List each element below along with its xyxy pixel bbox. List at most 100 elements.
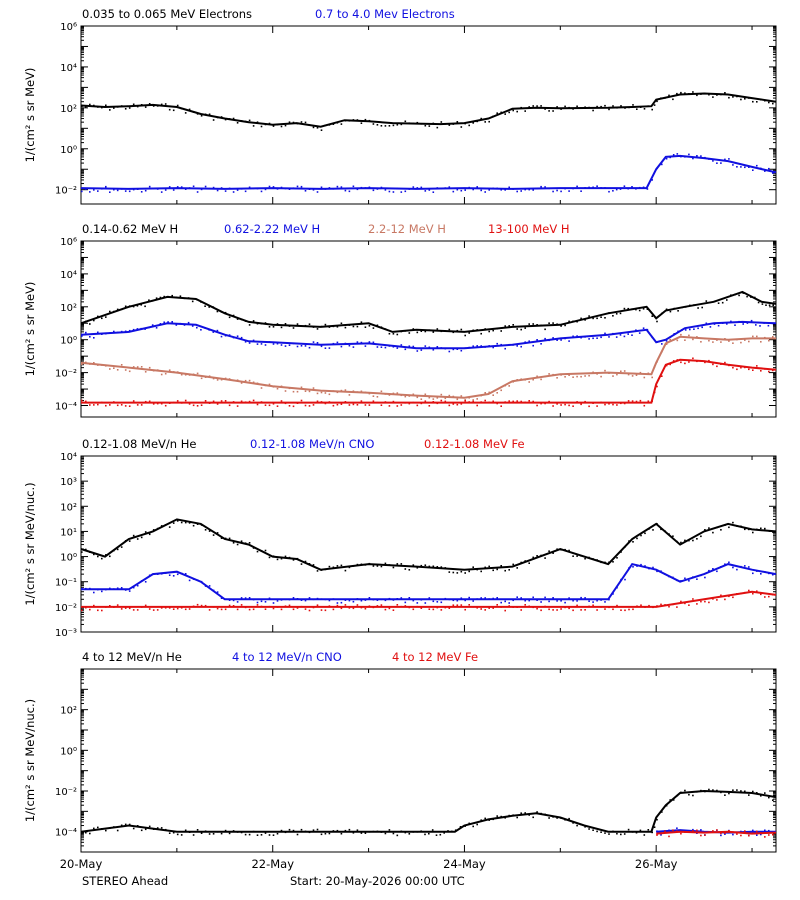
data-point xyxy=(304,121,307,124)
data-point xyxy=(352,185,355,188)
data-point xyxy=(360,321,363,323)
data-point xyxy=(276,188,279,190)
data-point xyxy=(97,826,99,829)
data-point xyxy=(643,108,646,110)
data-point xyxy=(192,111,195,113)
data-point xyxy=(580,609,582,611)
data-point xyxy=(332,123,335,125)
data-point xyxy=(653,391,656,394)
data-point xyxy=(632,566,634,568)
data-point xyxy=(292,342,295,345)
data-point xyxy=(272,186,275,188)
series xyxy=(80,153,777,193)
data-point xyxy=(528,400,530,402)
data-point xyxy=(120,330,123,333)
data-point xyxy=(93,319,95,322)
data-point xyxy=(616,586,618,589)
data-point xyxy=(240,188,243,190)
data-point xyxy=(748,528,750,531)
data-point xyxy=(164,189,167,191)
data-point xyxy=(716,829,718,831)
data-point xyxy=(740,366,742,369)
data-point xyxy=(372,565,375,567)
data-point xyxy=(520,106,522,109)
data-point xyxy=(584,826,586,828)
data-point xyxy=(240,382,243,384)
data-point xyxy=(472,345,474,347)
data-point xyxy=(380,326,383,328)
data-point xyxy=(232,605,235,607)
data-point xyxy=(328,187,331,189)
data-point xyxy=(159,296,162,299)
data-point xyxy=(416,121,419,124)
y-tick-label: 10⁴ xyxy=(60,63,77,74)
data-point xyxy=(368,186,371,189)
data-point xyxy=(564,376,566,378)
data-point xyxy=(204,185,207,188)
data-point xyxy=(191,300,194,303)
data-point xyxy=(200,188,203,191)
panel-frame xyxy=(80,668,777,853)
data-point xyxy=(105,829,107,832)
data-point xyxy=(646,328,649,331)
data-point xyxy=(504,325,506,327)
data-point xyxy=(196,523,199,525)
data-point xyxy=(748,794,750,796)
data-point xyxy=(760,370,762,372)
data-point xyxy=(136,404,139,406)
data-point xyxy=(128,329,131,332)
data-point xyxy=(280,385,283,388)
data-point xyxy=(256,121,259,123)
data-point xyxy=(204,327,206,329)
data-point xyxy=(732,596,734,599)
data-point xyxy=(280,400,283,402)
data-point xyxy=(124,589,127,591)
data-point xyxy=(344,829,347,832)
data-point xyxy=(336,602,339,604)
data-point xyxy=(280,829,283,832)
data-point xyxy=(400,330,403,333)
data-point xyxy=(368,605,371,607)
data-point xyxy=(308,323,311,325)
data-point xyxy=(320,325,323,328)
data-point xyxy=(408,332,411,334)
data-point xyxy=(288,556,291,559)
data-point xyxy=(324,124,327,127)
data-point xyxy=(204,585,207,587)
data-point xyxy=(508,385,510,387)
data-point xyxy=(639,829,642,832)
data-point xyxy=(631,334,633,336)
data-point xyxy=(588,828,590,830)
data-point xyxy=(85,831,87,834)
data-point xyxy=(268,556,271,559)
data-point xyxy=(144,604,147,607)
data-point xyxy=(653,365,656,368)
data-point xyxy=(400,404,403,406)
data-point xyxy=(336,565,339,567)
data-point xyxy=(260,190,263,193)
data-point xyxy=(700,360,702,362)
data-point xyxy=(384,189,387,191)
data-point xyxy=(620,105,622,107)
data-point xyxy=(740,790,742,792)
data-point xyxy=(536,375,538,378)
data-point xyxy=(212,589,215,592)
data-point xyxy=(188,831,191,833)
data-point xyxy=(380,604,383,606)
data-point xyxy=(623,307,626,310)
data-point xyxy=(208,402,211,404)
data-point xyxy=(540,554,542,557)
data-point xyxy=(689,304,691,307)
data-point xyxy=(684,339,686,341)
data-point xyxy=(168,832,171,834)
data-point xyxy=(348,120,351,122)
series xyxy=(81,589,777,612)
data-point xyxy=(540,105,542,107)
data-point xyxy=(684,329,687,331)
data-point xyxy=(156,188,159,190)
data-point xyxy=(85,400,87,403)
data-point xyxy=(647,400,650,402)
data-point xyxy=(316,328,319,330)
data-point xyxy=(208,187,211,190)
data-point xyxy=(656,830,658,832)
